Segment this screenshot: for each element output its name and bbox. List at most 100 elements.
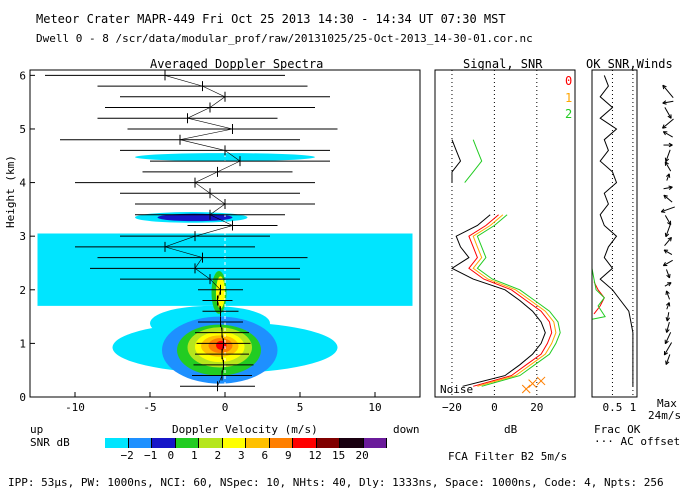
wind-arrowhead xyxy=(665,302,671,307)
colorbar-swatch xyxy=(199,438,223,448)
snr-x-label: dB xyxy=(504,423,518,436)
wind-arrowhead xyxy=(667,220,672,226)
max-value: 24m/s xyxy=(648,409,682,422)
wind-arrowhead xyxy=(663,350,669,356)
snr-tick-label: 20 xyxy=(530,401,543,414)
file-path-line: Dwell 0 - 8 /scr/data/modular_prof/raw/2… xyxy=(36,32,533,45)
wind-vector xyxy=(664,215,672,226)
colorbar-swatch xyxy=(340,438,364,448)
x-tick-label: 5 xyxy=(297,401,304,414)
x-axis-label: Doppler Velocity (m/s) xyxy=(172,423,318,436)
wind-vector xyxy=(661,206,675,213)
wind-arrowhead xyxy=(664,157,670,163)
spectra-title: Averaged Doppler Spectra xyxy=(150,57,324,71)
footer-params: IPP: 53µs, PW: 1000ns, NCI: 60, NSpec: 1… xyxy=(8,476,664,489)
colorbar-swatch xyxy=(175,438,199,448)
plot-title: Meteor Crater MAPR-449 Fri Oct 25 2013 1… xyxy=(36,12,506,26)
y-tick-label: 3 xyxy=(19,230,26,243)
wind-vector xyxy=(664,237,672,246)
wind-vector xyxy=(662,100,674,104)
wind-arrowhead xyxy=(665,290,670,295)
y-tick-label: 4 xyxy=(19,177,26,190)
colorbar-bin-label: 3 xyxy=(238,449,245,462)
wind-vector xyxy=(663,186,673,190)
wind-arrowhead xyxy=(668,185,673,190)
wind-arrowhead xyxy=(664,232,670,238)
spectra-frame xyxy=(29,69,421,398)
wind-vector xyxy=(666,321,670,333)
wind-vector xyxy=(664,107,672,119)
wind-vector xyxy=(665,290,671,300)
colorbar-swatch xyxy=(152,438,176,448)
wind-vector xyxy=(662,84,674,98)
up-label: up xyxy=(30,423,44,436)
snr-series-line xyxy=(450,139,546,387)
colorbar-bin-label: 6 xyxy=(261,449,269,462)
colorbar-bin-label: 0 xyxy=(167,449,175,462)
mean-velocity-line xyxy=(164,75,241,387)
x-tick-label: 0 xyxy=(222,401,229,414)
wind-vector xyxy=(666,173,670,181)
wind-arrowhead xyxy=(668,142,673,148)
snr-db-label: SNR dB xyxy=(30,436,70,449)
wind-vector xyxy=(662,118,674,129)
spectra-heatmap xyxy=(37,70,413,397)
snr-title: Signal, SNR xyxy=(463,57,543,71)
wind-vector xyxy=(663,249,673,255)
y-tick-label: 1 xyxy=(19,337,26,350)
colorbar-bin-label: 15 xyxy=(332,449,346,462)
snr-lines xyxy=(450,70,561,397)
colorbar-swatch xyxy=(363,438,387,448)
wind-arrowhead xyxy=(663,249,669,254)
wind-arrowhead xyxy=(665,173,671,178)
ok-index-1: 1 xyxy=(565,91,573,105)
colorbar-swatch xyxy=(269,438,293,448)
wind-arrowhead xyxy=(664,161,669,166)
colorbar-swatch xyxy=(222,438,246,448)
y-tick-label: 0 xyxy=(19,391,26,404)
spectra-blob xyxy=(135,153,315,162)
wind-arrowhead xyxy=(660,208,666,213)
max-label: Max xyxy=(657,397,677,410)
wind-barbs xyxy=(660,84,675,365)
colorbar-bin-label: −1 xyxy=(144,449,158,462)
colorbar-swatch xyxy=(128,438,152,448)
wind-vector xyxy=(663,194,673,203)
colorbar-swatch xyxy=(246,438,270,448)
wind-vector xyxy=(665,269,671,279)
spectra-blob xyxy=(157,213,233,222)
wind-arrowhead xyxy=(664,339,669,345)
wind-arrowhead xyxy=(667,236,672,242)
noise-label: Noise xyxy=(440,383,474,396)
ac-offset-label: ··· AC offset xyxy=(594,435,681,448)
wind-arrowhead xyxy=(663,194,668,200)
wind-vector xyxy=(663,342,673,356)
wind-vector xyxy=(665,354,671,365)
y-tick-label: 2 xyxy=(19,284,26,297)
frac-ok-lines xyxy=(592,70,634,397)
y-tick-label: 6 xyxy=(19,69,26,82)
snr-frame xyxy=(434,69,576,398)
winds-title: OK SNR,Winds xyxy=(586,57,673,71)
spectra-profile xyxy=(45,70,338,392)
wind-vector xyxy=(664,282,672,287)
wind-vector xyxy=(666,312,670,322)
wind-arrowhead xyxy=(667,114,672,119)
y-axis-label: Height (km) xyxy=(4,155,17,228)
wind-arrowhead xyxy=(662,100,667,105)
down-label: down xyxy=(393,423,420,436)
wind-vector xyxy=(666,302,670,310)
colorbar-swatch xyxy=(105,438,129,448)
ok-tick-label: 0.5 xyxy=(603,401,623,414)
ok-tick-label: 1 xyxy=(630,401,637,414)
wind-arrowhead xyxy=(665,360,670,365)
wind-arrowhead xyxy=(662,124,667,129)
snr-series-line xyxy=(468,214,553,387)
filter-label: FCA Filter B2 5m/s xyxy=(448,450,568,463)
noise-mark xyxy=(536,376,546,386)
ok-frame xyxy=(591,69,638,398)
wind-vector xyxy=(664,161,672,172)
ok-index-0: 0 xyxy=(565,74,573,88)
snr-series-line xyxy=(464,139,561,387)
